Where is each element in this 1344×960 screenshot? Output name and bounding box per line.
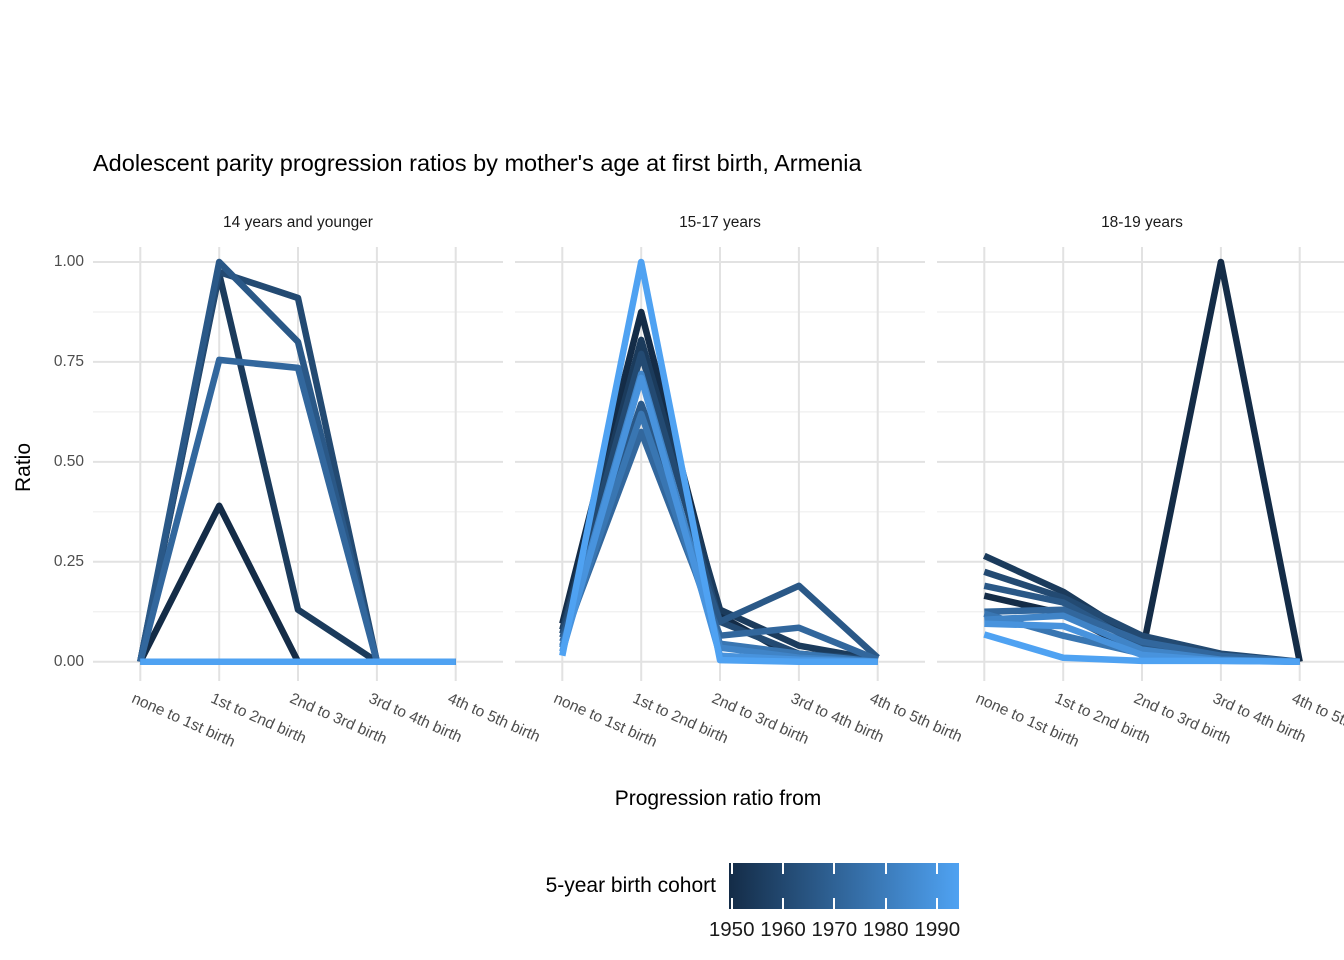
y-tick-label-1.00: 1.00 [53,253,84,270]
colorbar-tick-1990 [936,863,939,874]
colorbar-tick-1980 [884,898,887,909]
facet-panel-14-and-younger [93,247,503,681]
facet-panel-15-17 [515,247,925,681]
legend-label-1950: 1950 [708,918,755,941]
colorbar-tick-1970 [833,863,836,874]
cohort-line-1990 [983,631,1300,665]
colorbar-tick-1960 [782,863,784,874]
facet-panel-18-19 [937,247,1344,681]
legend-label-1960: 1960 [760,918,806,941]
y-tick-label-0.00: 0.00 [53,652,84,670]
colorbar-tick-1960 [782,898,784,909]
y-axis-title: Ratio [12,442,35,492]
y-tick-label-0.50: 0.50 [53,452,84,470]
facet-strip-14-and-younger: 14 years and younger [223,214,373,231]
cohort-line-1990 [559,258,878,665]
colorbar-tick-1950 [730,863,733,874]
x-axis-title: Progression ratio from [614,787,822,810]
facet-strip-18-19: 18-19 years [1101,214,1183,231]
colorbar-tick-1980 [884,863,887,874]
legend-colorbar [729,863,959,909]
facet-strip-15-17: 15-17 years [679,214,761,231]
colorbar-tick-1950 [730,898,733,909]
y-tick-label-0.75: 0.75 [53,352,84,370]
colorbar-tick-1970 [833,898,836,909]
legend-label-1970: 1970 [811,918,858,941]
chart-title: Adolescent parity progression ratios by … [93,150,862,176]
y-tick-label-0.25: 0.25 [53,552,84,570]
legend-label-1980: 1980 [862,918,909,941]
legend-title: 5-year birth cohort [545,874,716,897]
colorbar-tick-1990 [936,898,939,909]
legend-label-1990: 1990 [914,918,961,941]
